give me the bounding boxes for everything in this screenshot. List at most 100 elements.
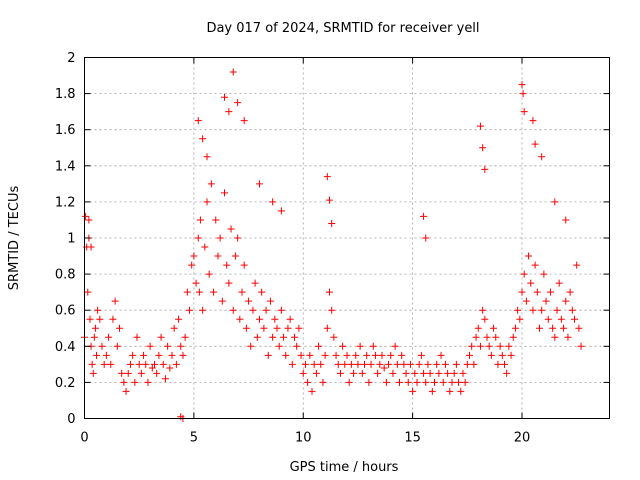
data-point	[573, 261, 581, 269]
data-point	[280, 333, 288, 341]
data-point	[194, 234, 202, 242]
data-point	[564, 333, 572, 341]
data-point	[301, 360, 309, 368]
data-point	[157, 333, 165, 341]
data-point	[417, 351, 425, 359]
data-point	[319, 378, 327, 386]
data-point	[503, 369, 511, 377]
data-point	[262, 306, 270, 314]
data-point	[452, 360, 460, 368]
data-point	[199, 306, 207, 314]
x-axis-label: GPS time / hours	[290, 460, 399, 475]
data-point	[542, 297, 550, 305]
data-point	[529, 306, 537, 314]
data-point	[85, 216, 93, 224]
data-points	[81, 68, 585, 422]
data-point	[84, 288, 92, 296]
data-point	[525, 252, 533, 260]
data-point	[485, 342, 493, 350]
data-point	[175, 315, 183, 323]
data-point	[385, 360, 393, 368]
data-point	[133, 333, 141, 341]
data-point	[354, 360, 362, 368]
data-point	[295, 324, 303, 332]
data-point	[223, 261, 231, 269]
data-point	[203, 153, 211, 161]
data-point	[439, 378, 447, 386]
data-point	[196, 216, 204, 224]
data-point	[457, 387, 465, 395]
data-point	[221, 189, 228, 197]
data-point	[538, 306, 546, 314]
data-point	[529, 117, 537, 125]
data-point	[260, 324, 268, 332]
y-tick-label: 1	[67, 232, 75, 247]
data-point	[387, 351, 395, 359]
data-point	[533, 288, 541, 296]
data-point	[356, 342, 364, 350]
data-point	[367, 360, 375, 368]
data-point	[258, 288, 266, 296]
data-point	[459, 369, 467, 377]
data-point	[286, 315, 294, 323]
data-point	[146, 342, 154, 350]
data-point	[306, 351, 314, 359]
y-axis-label: SRMTID / TECUs	[7, 186, 22, 291]
data-point	[107, 360, 115, 368]
data-point	[238, 288, 246, 296]
data-point	[551, 198, 559, 206]
data-point	[323, 173, 331, 181]
data-point	[393, 360, 401, 368]
data-point	[466, 351, 473, 359]
data-point	[382, 378, 390, 386]
data-point	[490, 324, 498, 332]
data-point	[229, 306, 237, 314]
data-point	[492, 333, 500, 341]
data-point	[229, 68, 237, 76]
data-point	[509, 333, 517, 341]
data-point	[461, 378, 469, 386]
data-point	[153, 369, 161, 377]
data-point	[166, 364, 174, 372]
chart-title: Day 017 of 2024, SRMTID for receiver yel…	[206, 21, 479, 36]
data-point	[470, 360, 478, 368]
data-point	[343, 351, 351, 359]
data-point	[334, 360, 342, 368]
data-point	[82, 212, 90, 220]
data-point	[433, 360, 441, 368]
data-point	[518, 81, 526, 89]
data-point	[450, 369, 458, 377]
data-point	[371, 351, 379, 359]
data-point	[161, 375, 169, 383]
data-point	[126, 360, 134, 368]
data-point	[568, 306, 576, 314]
data-point	[199, 135, 207, 143]
data-point	[159, 360, 167, 368]
data-point	[170, 324, 178, 332]
data-point	[352, 351, 360, 359]
data-point	[420, 212, 428, 220]
data-point	[553, 306, 561, 314]
data-point	[396, 378, 403, 386]
data-point	[350, 369, 358, 377]
data-point	[273, 324, 281, 332]
data-point	[315, 342, 323, 350]
data-point	[326, 288, 333, 296]
data-point	[501, 360, 508, 368]
data-point	[195, 288, 203, 296]
data-point	[251, 279, 259, 287]
x-tick-label: 15	[404, 431, 421, 446]
data-point	[277, 306, 285, 314]
data-point	[474, 324, 482, 332]
data-point	[522, 297, 530, 305]
data-point	[549, 324, 557, 332]
data-point	[297, 351, 305, 359]
data-point	[88, 360, 96, 368]
x-tick-label: 10	[295, 431, 312, 446]
data-point	[441, 360, 449, 368]
data-point	[218, 297, 226, 305]
data-point	[118, 369, 126, 377]
data-point	[116, 324, 123, 332]
data-point	[304, 378, 312, 386]
